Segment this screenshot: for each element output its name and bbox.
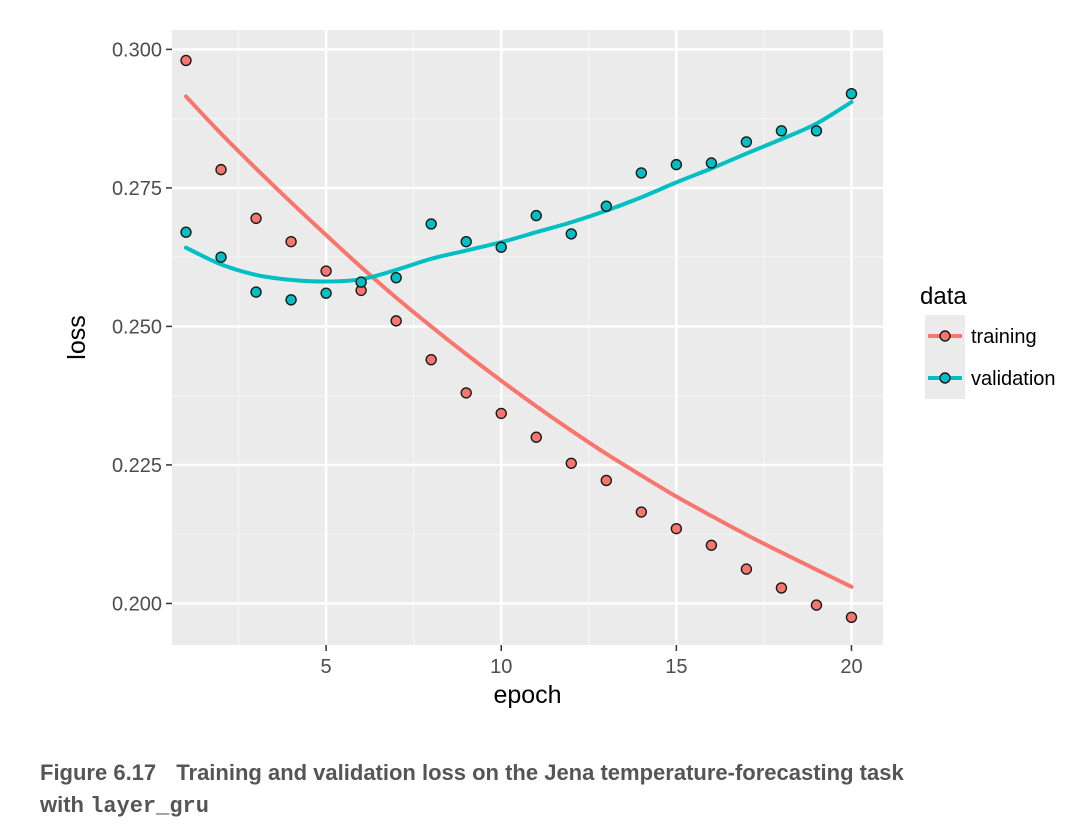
validation-point	[810, 125, 823, 137]
caption-text-line2: with	[40, 792, 84, 817]
training-point	[705, 539, 718, 551]
plot-panel	[172, 30, 883, 645]
grid-major	[172, 30, 883, 645]
y-axis: 0.200 0.225 0.250 0.275 0.300	[112, 39, 172, 615]
validation-point	[390, 271, 402, 284]
validation-point	[600, 200, 613, 212]
training-point	[215, 163, 227, 176]
training-point	[635, 506, 648, 518]
training-point	[565, 457, 577, 469]
legend: data training validation	[920, 283, 1056, 399]
validation-point	[460, 235, 472, 248]
validation-point	[740, 136, 753, 148]
x-tick-label: 20	[840, 656, 862, 678]
validation-point	[495, 241, 507, 253]
validation-point	[285, 294, 297, 306]
data-points	[180, 54, 858, 623]
y-tick-label: 0.225	[112, 455, 162, 477]
caption-code: layer_gru	[90, 794, 209, 819]
y-axis-title: loss	[63, 315, 91, 359]
x-axis: 5 10 15 20	[321, 645, 863, 678]
y-tick-label: 0.275	[112, 178, 162, 200]
figure-number: Figure 6.17	[40, 760, 157, 785]
validation-point	[215, 251, 227, 263]
training-point	[460, 387, 472, 399]
training-point	[670, 522, 683, 535]
validation-point	[530, 209, 542, 222]
x-tick-label: 15	[665, 656, 687, 678]
figure-caption: Figure 6.17 Training and validation loss…	[40, 757, 1060, 823]
validation-legend-label: validation	[971, 368, 1056, 390]
training-point	[530, 431, 542, 443]
y-tick-label: 0.250	[112, 316, 162, 338]
validation-point	[250, 286, 262, 298]
training-point	[775, 582, 788, 594]
validation-point	[320, 287, 332, 299]
training-point	[180, 54, 192, 67]
validation-point	[180, 226, 192, 238]
validation-point	[565, 228, 577, 240]
validation-point	[425, 218, 437, 230]
smooth-lines	[184, 94, 854, 589]
y-tick-label: 0.200	[112, 593, 162, 615]
caption-text: Training and validation loss on the Jena…	[176, 760, 904, 785]
x-tick-label: 10	[490, 656, 512, 678]
training-smooth-line	[184, 94, 854, 589]
training-point	[390, 315, 402, 327]
validation-point	[355, 276, 367, 288]
validation-point	[670, 158, 683, 171]
training-point	[845, 611, 858, 623]
y-tick-label: 0.300	[112, 39, 162, 61]
validation-point	[635, 167, 648, 179]
validation-legend-point	[939, 372, 951, 384]
validation-point	[705, 157, 718, 169]
legend-title: data	[920, 283, 967, 310]
training-legend-point	[939, 330, 951, 342]
grid-minor	[172, 30, 883, 645]
x-tick-label: 5	[321, 656, 332, 678]
validation-smooth-line	[184, 100, 854, 284]
validation-point	[845, 88, 858, 100]
training-legend-label: training	[971, 326, 1037, 348]
training-point	[320, 265, 332, 277]
training-point	[285, 235, 297, 248]
training-point	[740, 563, 753, 575]
training-point	[495, 407, 507, 420]
training-point	[810, 599, 823, 611]
validation-point	[775, 125, 788, 137]
x-axis-title: epoch	[493, 681, 561, 709]
training-point	[250, 212, 262, 225]
training-point	[425, 353, 437, 366]
training-point	[600, 474, 613, 487]
